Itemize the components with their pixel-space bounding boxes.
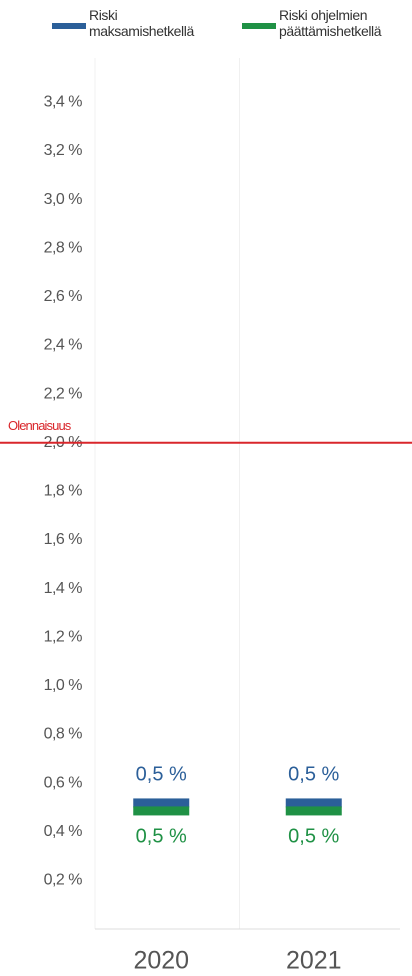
legend-label: Riski maksamishetkellä (89, 7, 194, 39)
y-tick-label: 2,6 % (44, 288, 83, 305)
y-tick-label: 0,8 % (44, 726, 83, 743)
value-label: 0,5 % (136, 764, 187, 786)
y-tick-label: 3,0 % (44, 191, 83, 208)
x-tick-label: 2020 (133, 947, 189, 975)
value-label: 0,5 % (288, 764, 339, 786)
reference-label: Olennaisuus (8, 418, 72, 433)
y-tick-label: 3,4 % (44, 94, 83, 111)
y-tick-label: 2,4 % (44, 337, 83, 354)
legend-swatch (242, 23, 276, 29)
y-tick-label: 2,2 % (44, 385, 83, 402)
x-tick-label: 2021 (286, 947, 342, 975)
y-tick-label: 0,6 % (44, 774, 83, 791)
y-tick-label: 1,4 % (44, 580, 83, 597)
marker (285, 806, 342, 816)
y-tick-label: 3,2 % (44, 142, 83, 159)
legend-swatch (52, 23, 86, 29)
legend-label: Riski ohjelmien päättämishetkellä (279, 7, 382, 39)
value-label: 0,5 % (288, 826, 339, 848)
y-tick-label: 1,2 % (44, 628, 83, 645)
y-tick-label: 1,0 % (44, 677, 83, 694)
marker (133, 798, 190, 808)
y-tick-label: 0,4 % (44, 823, 83, 840)
marker (285, 798, 342, 808)
y-tick-label: 0,2 % (44, 872, 83, 889)
y-tick-label: 1,8 % (44, 483, 83, 500)
y-tick-label: 1,6 % (44, 531, 83, 548)
value-label: 0,5 % (136, 826, 187, 848)
marker (133, 806, 190, 816)
y-tick-label: 2,8 % (44, 239, 83, 256)
